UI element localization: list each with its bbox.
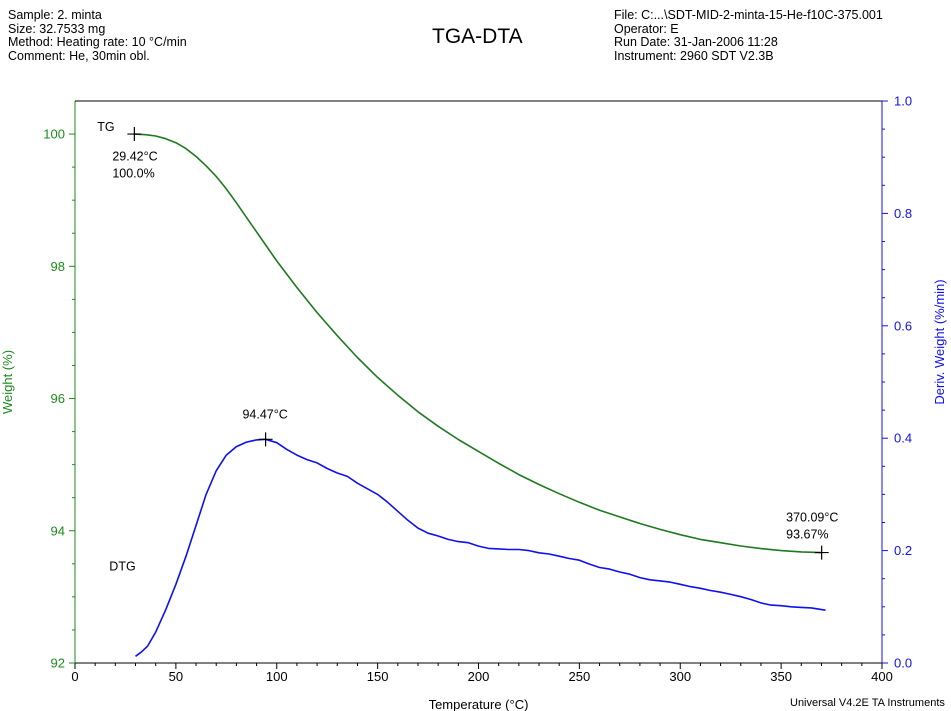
annotation-label: 29.42°C [112, 150, 157, 164]
left-y-tick-label: 98 [51, 259, 65, 274]
right-y-axis-label: Deriv. Weight (%/min) [932, 279, 947, 404]
annotation-label: 370.09°C [786, 511, 838, 525]
chart-title: TGA-DTA [432, 25, 523, 48]
crosshair-marker-1 [258, 432, 273, 447]
left-y-tick-label: 100 [43, 127, 65, 142]
right-y-tick-label: 0.4 [894, 431, 912, 446]
right-y-tick-label: 0.6 [894, 318, 912, 333]
left-y-tick-label: 96 [51, 391, 65, 406]
series-line-dtg [135, 438, 826, 657]
x-tick-label: 100 [266, 669, 288, 684]
size-line: Size: 32.7533 mg [8, 21, 106, 36]
series-line-tg [134, 133, 822, 554]
annotation-label: 93.67% [786, 528, 828, 542]
right-y-tick-label: 0.2 [894, 543, 912, 558]
right-y-tick-label: 0.8 [894, 206, 912, 221]
x-tick-label: 300 [669, 669, 691, 684]
x-tick-label: 250 [569, 669, 591, 684]
x-axis-label: Temperature (°C) [429, 697, 529, 711]
right-y-tick-label: 0.0 [894, 656, 912, 671]
x-tick-label: 200 [468, 669, 490, 684]
sample-line: Sample: 2. minta [8, 8, 102, 22]
left-y-tick-label: 92 [51, 656, 65, 671]
x-tick-label: 0 [71, 669, 78, 684]
comment-line: Comment: He, 30min obl. [8, 48, 150, 63]
operator-line: Operator: E [614, 21, 679, 36]
method-line: Method: Heating rate: 10 °C/min [8, 35, 187, 49]
annotation-label: DTG [109, 559, 135, 573]
software-footer: Universal V4.2E TA Instruments [790, 697, 945, 709]
x-tick-label: 150 [367, 669, 389, 684]
annotation-label: 94.47°C [242, 407, 287, 421]
annotation-label: TG [97, 120, 114, 134]
x-tick-label: 350 [770, 669, 792, 684]
instrument-line: Instrument: 2960 SDT V2.3B [614, 48, 774, 63]
left-y-axis-label: Weight (%) [0, 350, 15, 414]
left-y-tick-label: 94 [51, 523, 65, 538]
run-date-line: Run Date: 31-Jan-2006 11:28 [614, 35, 778, 49]
annotation-label: 100.0% [112, 167, 154, 181]
x-tick-label: 400 [871, 669, 893, 684]
crosshair-marker-2 [814, 545, 829, 560]
x-tick-label: 50 [169, 669, 183, 684]
header-left-info: Sample: 2. minta Size: 32.7533 mg Method… [8, 8, 187, 63]
header-right-info: File: C:...\SDT-MID-2-minta-15-He-f10C-3… [614, 8, 883, 63]
right-y-tick-label: 1.0 [894, 94, 912, 109]
crosshair-marker-0 [127, 127, 142, 142]
file-line: File: C:...\SDT-MID-2-minta-15-He-f10C-3… [614, 8, 883, 22]
